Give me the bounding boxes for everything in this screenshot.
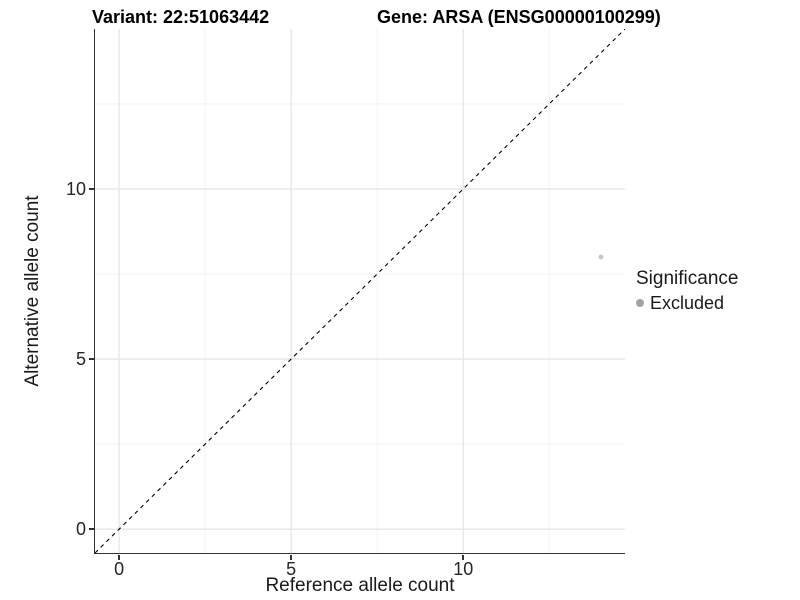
plot-panel-canvas xyxy=(94,29,625,553)
y-axis-tick-label: 10 xyxy=(65,178,86,199)
legend-item-label: Excluded xyxy=(650,293,725,313)
x-axis-tick-mark xyxy=(118,554,120,560)
legend-key-dot-icon xyxy=(636,299,644,307)
y-axis-tick-mark xyxy=(88,188,94,190)
plot-panel xyxy=(93,29,625,554)
y-axis-title: Alternative allele count xyxy=(22,195,43,387)
legend-title: Significance xyxy=(636,268,739,289)
legend: Significance Excluded xyxy=(636,267,796,314)
x-axis-tick-mark xyxy=(290,554,292,560)
y-axis-tick-mark xyxy=(88,358,94,360)
y-axis-tick-label: 0 xyxy=(75,519,86,540)
plot-title-gene: Gene: ARSA (ENSG00000100299) xyxy=(377,7,661,27)
x-axis-tick-mark xyxy=(462,554,464,560)
x-axis-tick-label: 10 xyxy=(453,559,474,579)
x-axis-title: Reference allele count xyxy=(265,575,455,596)
x-axis-tick-label: 5 xyxy=(286,559,297,579)
y-axis-tick-label: 5 xyxy=(75,349,86,370)
legend-item-excluded: Excluded xyxy=(636,292,796,314)
x-axis-tick-label: 0 xyxy=(114,559,125,579)
y-axis-tick-mark xyxy=(88,528,94,530)
plot-title-variant: Variant: 22:51063442 xyxy=(92,7,270,27)
